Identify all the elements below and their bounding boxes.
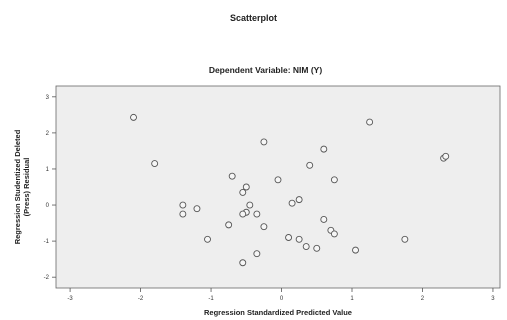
scatter-point: [239, 210, 247, 218]
scatter-point: [401, 235, 409, 243]
scatter-point: [302, 243, 310, 250]
y-axis-label-line-2: (Press) Residual: [22, 158, 31, 217]
x-tick-label: -2: [138, 296, 144, 302]
scatter-point: [352, 246, 359, 254]
scatter-point: [285, 234, 293, 241]
y-axis-label-line-1: Regression Studentized Deleted: [13, 129, 22, 244]
scatter-point: [253, 250, 261, 258]
scatter-point: [204, 235, 211, 243]
scatter-point: [179, 210, 187, 218]
scatter-point: [320, 145, 328, 153]
scatter-point: [366, 118, 374, 126]
scatter-point: [239, 259, 247, 267]
y-tick-label: -1: [44, 239, 50, 245]
x-tick-label: 3: [491, 296, 495, 302]
data-points: [130, 113, 450, 267]
scatter-point: [242, 183, 250, 191]
scatter-point: [442, 152, 450, 160]
plot-area: [55, 85, 501, 289]
scatter-point: [313, 244, 321, 252]
scatter-point: [193, 205, 201, 213]
scatter-point: [295, 196, 303, 204]
y-axis-label: Regression Studentized Deleted (Press) R…: [13, 129, 31, 244]
x-tick-label: -1: [208, 296, 214, 302]
scatter-point: [274, 176, 282, 184]
x-tick-label: 2: [421, 296, 425, 302]
chart-subtitle: Dependent Variable: NIM (Y): [208, 65, 323, 75]
scatter-point: [239, 188, 247, 196]
x-tick-label: -3: [67, 296, 73, 302]
scatter-point: [295, 235, 303, 243]
scatter-point: [253, 210, 261, 218]
scatter-point: [320, 216, 328, 223]
scatter-point: [151, 160, 159, 168]
scatter-point: [179, 201, 187, 209]
scatter-point: [330, 230, 338, 238]
x-tick-label: 1: [350, 296, 354, 302]
scatter-point: [330, 176, 338, 184]
axes: -3 -2 -1 0 1 2 3 -2 -1 0 1 2 3: [44, 95, 496, 302]
scatter-point: [246, 201, 254, 209]
scatter-point: [288, 199, 296, 207]
x-tick-label: 0: [280, 296, 284, 302]
scatter-point: [306, 161, 314, 169]
chart-title: Scatterplot: [229, 13, 277, 23]
y-tick-label: -2: [44, 275, 50, 281]
y-tick-label: 0: [46, 203, 50, 209]
scatter-point: [130, 113, 137, 121]
y-tick-label: 2: [46, 131, 50, 137]
scatter-point: [260, 138, 268, 146]
y-tick-label: 3: [46, 95, 50, 101]
scatter-point: [225, 221, 233, 229]
scatter-point: [228, 172, 236, 180]
x-axis-label: Regression Standardized Predicted Value: [204, 308, 352, 317]
scatter-point: [260, 223, 268, 231]
y-tick-label: 1: [46, 167, 50, 173]
